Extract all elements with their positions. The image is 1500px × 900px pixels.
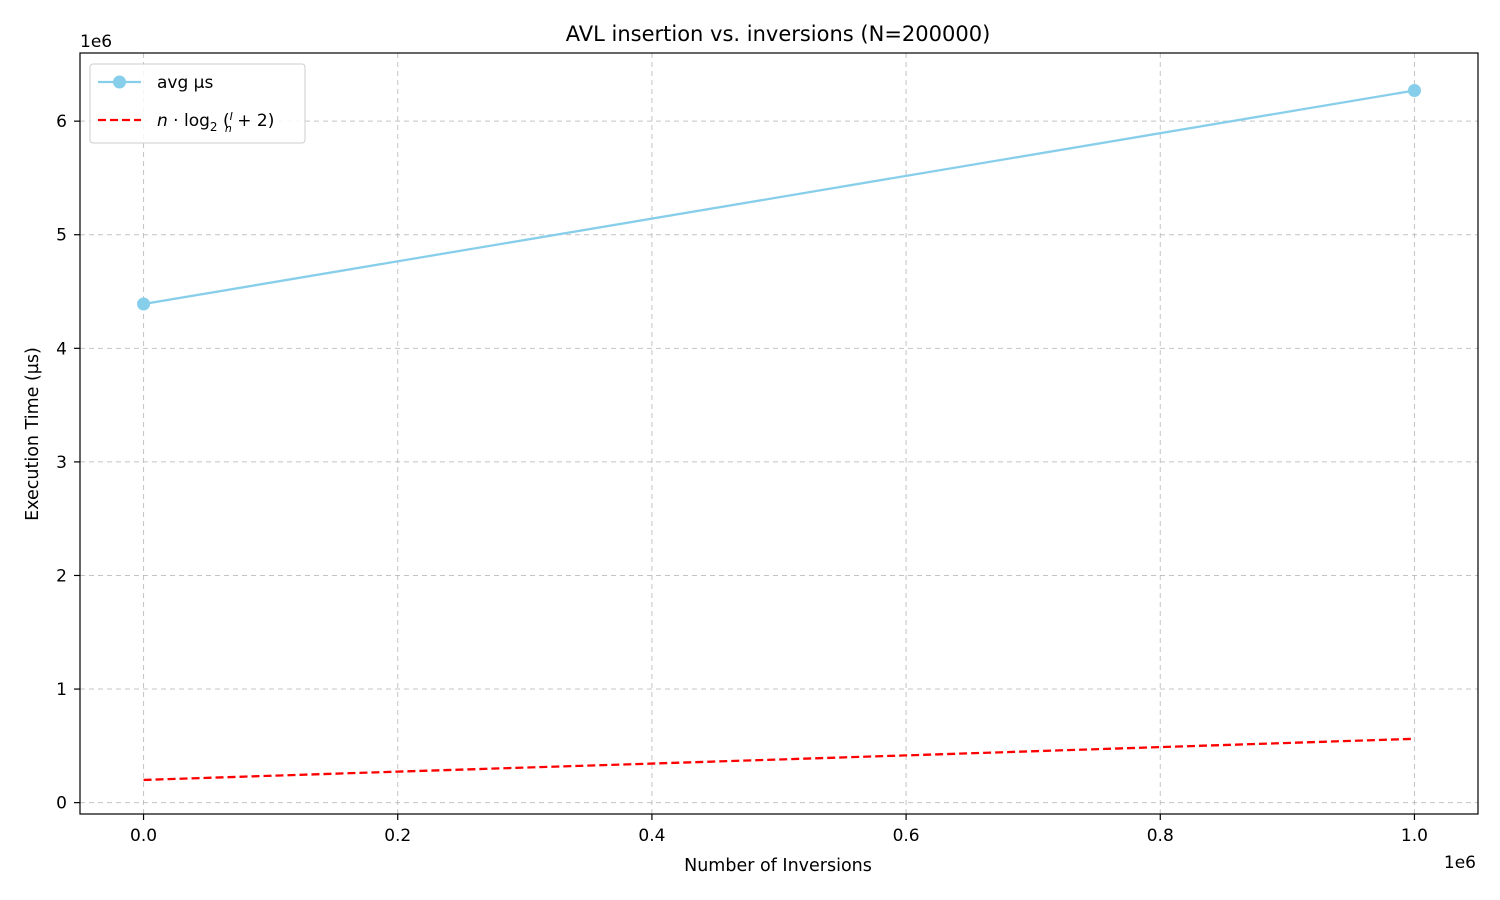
series-point-0 <box>137 297 151 311</box>
chart-title: AVL insertion vs. inversions (N=200000) <box>566 22 991 46</box>
y-tick-label: 6 <box>56 112 67 132</box>
y-axis-label: Execution Time (µs) <box>23 347 43 521</box>
series-line-1 <box>143 737 1415 782</box>
y-tick-label: 0 <box>56 794 67 814</box>
grid <box>80 53 1478 814</box>
legend-label-bound: n · log2 (I n + 2) <box>157 110 274 135</box>
legend-marker-avg <box>113 75 126 89</box>
y-tick-label: 4 <box>56 339 67 359</box>
x-tick-label: 0.8 <box>1147 826 1174 846</box>
y-tick-label: 5 <box>56 226 67 246</box>
series-layer <box>137 83 1421 782</box>
x-axis-ticks: 0.0 0.2 0.4 0.6 0.8 1.0 <box>130 814 1428 846</box>
legend: avg µs n · log2 (I n + 2) <box>89 63 306 144</box>
x-tick-label: 0.2 <box>384 826 411 846</box>
legend-box <box>89 63 306 144</box>
x-tick-label: 0.6 <box>893 826 920 846</box>
y-tick-label: 2 <box>56 566 67 586</box>
y-tick-label: 1 <box>56 680 67 700</box>
y-tick-label: 3 <box>56 453 67 473</box>
series-line-0 <box>143 89 1415 306</box>
x-tick-label: 0.0 <box>130 826 157 846</box>
plot-frame <box>79 52 1479 815</box>
x-offset-label: 1e6 <box>1444 853 1476 873</box>
y-offset-label: 1e6 <box>80 32 112 52</box>
legend-label-avg: avg µs <box>157 73 213 93</box>
x-tick-label: 1.0 <box>1401 826 1428 846</box>
series-point-0 <box>1407 83 1421 97</box>
x-tick-label: 0.4 <box>638 826 665 846</box>
y-axis-ticks: 0 1 2 3 4 5 6 <box>56 112 80 814</box>
x-axis-label: Number of Inversions <box>684 856 872 876</box>
